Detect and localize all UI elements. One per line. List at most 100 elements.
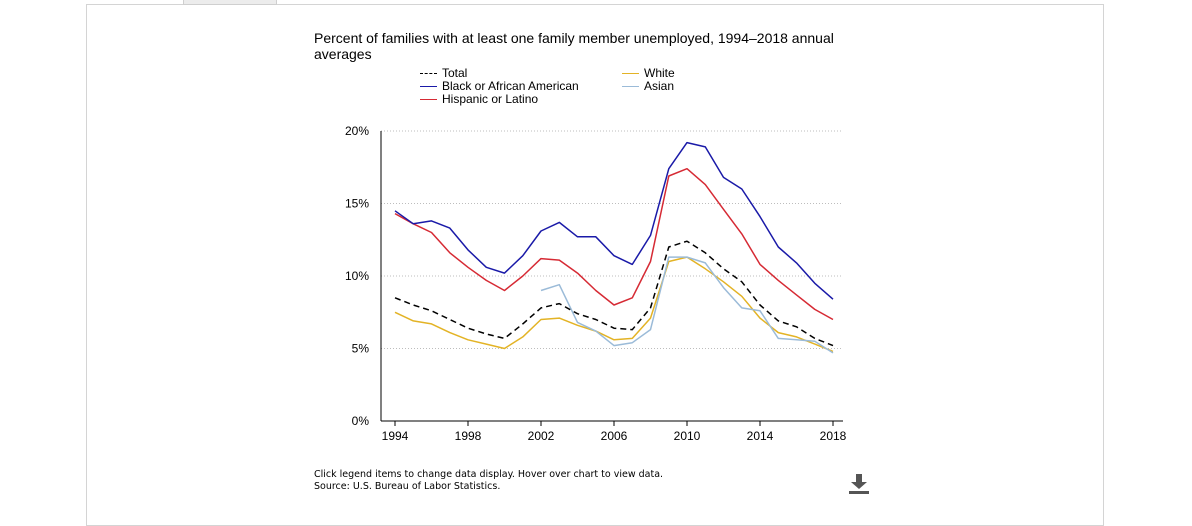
data-point <box>739 186 745 192</box>
data-point <box>465 264 471 270</box>
data-point <box>794 337 800 343</box>
data-point <box>757 315 763 321</box>
data-point <box>794 292 800 298</box>
data-point <box>465 325 471 331</box>
x-tick-label: 2006 <box>601 429 628 443</box>
data-point <box>611 253 617 259</box>
x-tick-label: 1994 <box>382 429 409 443</box>
data-point <box>739 305 745 311</box>
chart-panel <box>86 4 1104 526</box>
data-point <box>575 319 581 325</box>
x-tick-label: 2002 <box>528 429 555 443</box>
data-point <box>739 293 745 299</box>
data-point <box>429 230 435 236</box>
data-point <box>702 144 708 150</box>
data-point <box>812 306 818 312</box>
y-tick-label: 10% <box>345 269 369 283</box>
data-point <box>830 343 836 349</box>
data-point <box>648 305 654 311</box>
data-point <box>520 273 526 279</box>
data-point <box>447 317 453 323</box>
data-point <box>392 208 398 214</box>
data-point <box>775 335 781 341</box>
data-point <box>629 340 635 346</box>
legend-label: Asian <box>644 79 675 93</box>
data-point <box>520 253 526 259</box>
data-point <box>556 301 562 307</box>
data-point <box>465 337 471 343</box>
y-tick-label: 5% <box>352 342 370 356</box>
data-point <box>648 327 654 333</box>
data-point <box>465 247 471 253</box>
data-point <box>483 331 489 337</box>
data-point <box>629 261 635 267</box>
legend-label: White <box>644 66 675 80</box>
data-point <box>502 288 508 294</box>
data-point <box>757 302 763 308</box>
data-point <box>794 324 800 330</box>
tab[interactable] <box>183 0 277 5</box>
data-point <box>611 343 617 349</box>
data-point <box>684 166 690 172</box>
data-point <box>410 302 416 308</box>
data-point <box>447 250 453 256</box>
data-point <box>812 335 818 341</box>
download-icon[interactable] <box>847 473 871 495</box>
data-point <box>447 225 453 231</box>
data-point <box>721 266 727 272</box>
data-point <box>483 264 489 270</box>
x-tick-label: 2010 <box>674 429 701 443</box>
data-point <box>812 280 818 286</box>
data-point <box>538 288 544 294</box>
data-point <box>684 238 690 244</box>
data-point <box>538 317 544 323</box>
series-line-total <box>394 240 834 347</box>
series-line-asian <box>540 256 834 354</box>
x-tick-label: 2018 <box>820 429 847 443</box>
data-point <box>702 250 708 256</box>
data-point <box>739 279 745 285</box>
data-point <box>629 327 635 333</box>
data-point <box>575 311 581 317</box>
legend-swatch <box>622 73 639 74</box>
data-point <box>538 228 544 234</box>
data-point <box>702 182 708 188</box>
data-point <box>575 234 581 240</box>
x-tick-label: 1998 <box>455 429 482 443</box>
data-point <box>483 341 489 347</box>
data-point <box>757 261 763 267</box>
series-line-hispanic-or-latino <box>394 167 834 321</box>
data-point <box>775 277 781 283</box>
data-point <box>684 254 690 260</box>
data-point <box>502 335 508 341</box>
series-line-white <box>394 256 834 353</box>
data-point <box>429 321 435 327</box>
series-line-black-or-african-american <box>394 141 834 300</box>
data-point <box>684 140 690 146</box>
data-point <box>611 325 617 331</box>
data-point <box>575 270 581 276</box>
legend-swatch <box>420 99 437 100</box>
x-tick-label: 2014 <box>747 429 774 443</box>
data-point <box>520 334 526 340</box>
data-point <box>502 346 508 352</box>
data-point <box>721 206 727 212</box>
data-point <box>410 221 416 227</box>
data-point <box>520 321 526 327</box>
data-point <box>775 244 781 250</box>
data-point <box>721 285 727 291</box>
data-point <box>629 295 635 301</box>
data-point <box>410 318 416 324</box>
y-tick-label: 15% <box>345 197 369 211</box>
data-point <box>775 318 781 324</box>
data-point <box>392 295 398 301</box>
data-point <box>556 219 562 225</box>
data-point <box>830 350 836 356</box>
data-point <box>429 218 435 224</box>
footnote-instructions: Click legend items to change data displa… <box>314 469 664 480</box>
data-point <box>538 305 544 311</box>
data-point <box>483 277 489 283</box>
data-point <box>556 282 562 288</box>
line-chart[interactable]: 0% 5% 10% 15% 20% 1994 1998 2002 2006 2010 2014 201… <box>0 0 1192 500</box>
legend-label: Hispanic or Latino <box>442 92 539 106</box>
